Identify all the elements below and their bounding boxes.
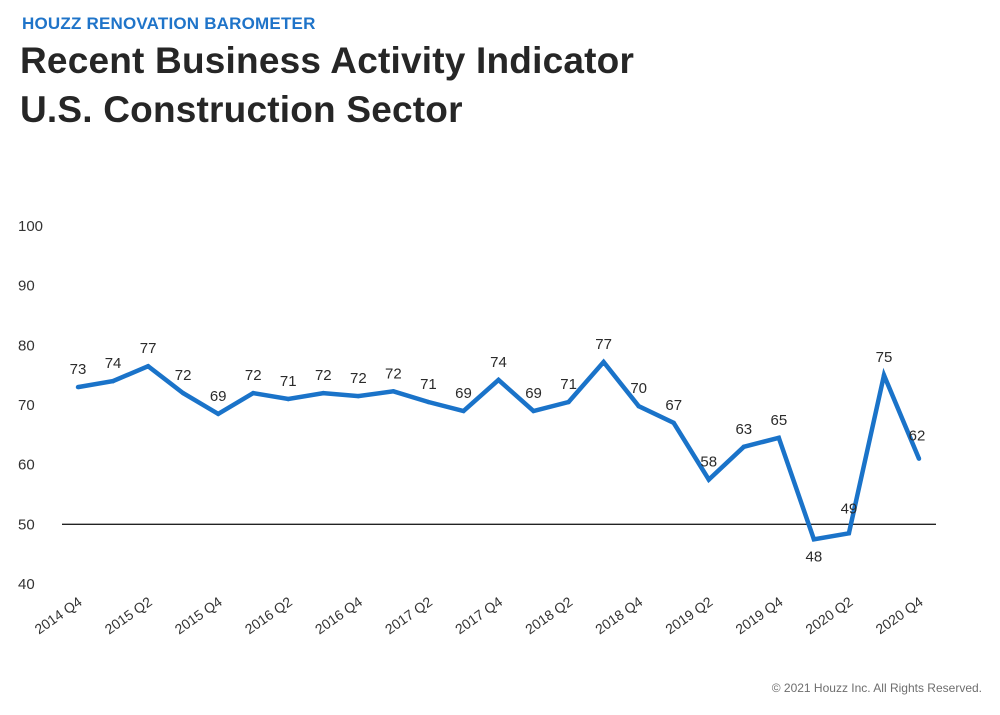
data-label: 72 xyxy=(315,367,332,384)
data-point xyxy=(251,390,256,396)
data-point xyxy=(566,399,571,405)
y-tick-label: 60 xyxy=(18,457,35,474)
x-tick-label: 2017 Q2 xyxy=(382,593,435,637)
data-point xyxy=(426,399,431,405)
data-label: 65 xyxy=(770,412,787,429)
data-label: 72 xyxy=(350,370,367,387)
data-label: 48 xyxy=(806,548,823,565)
data-point xyxy=(706,477,711,482)
data-label: 70 xyxy=(630,380,647,397)
x-tick-label: 2015 Q2 xyxy=(102,593,155,637)
data-label: 72 xyxy=(175,367,192,384)
data-label: 77 xyxy=(140,340,157,357)
data-point xyxy=(671,420,676,426)
eyebrow-label: HOUZZ RENOVATION BAROMETER xyxy=(22,14,316,33)
series-line xyxy=(77,358,922,542)
y-tick-label: 50 xyxy=(18,516,35,533)
copyright-notice: © 2021 Houzz Inc. All Rights Reserved. xyxy=(771,681,982,695)
x-tick-label: 2015 Q4 xyxy=(172,593,225,637)
data-label: 49 xyxy=(841,500,858,517)
data-point xyxy=(741,444,746,449)
data-point xyxy=(846,531,852,536)
data-point xyxy=(391,389,396,394)
x-tick-label: 2017 Q4 xyxy=(452,593,505,637)
data-label: 74 xyxy=(490,354,507,371)
data-label: 73 xyxy=(70,361,87,378)
x-tick-label: 2018 Q2 xyxy=(522,593,575,637)
chart-title-line-1: Recent Business Activity Indicator xyxy=(20,40,635,81)
y-tick-label: 40 xyxy=(18,576,35,593)
data-point xyxy=(636,403,641,409)
x-tick-label: 2018 Q4 xyxy=(592,593,645,637)
data-label: 72 xyxy=(245,367,262,384)
data-label: 72 xyxy=(385,365,402,382)
data-point xyxy=(811,537,817,542)
y-tick-label: 80 xyxy=(18,337,35,354)
data-label: 71 xyxy=(280,373,297,390)
x-tick-label: 2020 Q4 xyxy=(873,593,926,637)
data-point xyxy=(776,435,782,441)
y-tick-label: 90 xyxy=(18,278,35,295)
data-point xyxy=(321,390,326,396)
data-label: 58 xyxy=(700,454,717,471)
data-point xyxy=(145,364,151,369)
data-label: 71 xyxy=(560,376,577,393)
x-tick-label: 2020 Q2 xyxy=(802,593,855,637)
data-label: 74 xyxy=(105,355,122,372)
y-tick-label: 70 xyxy=(18,397,35,414)
x-tick-label: 2019 Q4 xyxy=(732,593,785,637)
data-point xyxy=(110,378,116,384)
data-label: 75 xyxy=(876,349,893,366)
data-point xyxy=(601,359,606,365)
data-point xyxy=(881,372,887,378)
data-label: 63 xyxy=(735,421,752,438)
data-point xyxy=(356,393,361,399)
data-label: 62 xyxy=(909,428,926,445)
data-label: 77 xyxy=(595,336,612,353)
x-tick-label: 2016 Q4 xyxy=(312,593,365,637)
data-point xyxy=(531,408,536,414)
y-tick-label: 100 xyxy=(18,218,43,235)
data-point xyxy=(916,456,922,461)
x-tick-label: 2016 Q2 xyxy=(242,593,295,637)
data-point xyxy=(496,377,501,383)
x-tick-label: 2019 Q2 xyxy=(662,593,715,637)
data-label: 69 xyxy=(210,388,227,405)
data-point xyxy=(461,408,466,414)
data-label: 69 xyxy=(455,385,472,402)
data-label: 71 xyxy=(420,376,437,393)
data-point xyxy=(180,390,186,396)
x-tick-label: 2014 Q4 xyxy=(32,593,85,637)
data-label: 67 xyxy=(665,397,682,414)
data-label: 69 xyxy=(525,385,542,402)
chart-title-line-2: U.S. Construction Sector xyxy=(20,89,463,130)
data-point xyxy=(215,411,221,417)
data-point xyxy=(286,396,291,402)
data-point xyxy=(75,384,81,390)
